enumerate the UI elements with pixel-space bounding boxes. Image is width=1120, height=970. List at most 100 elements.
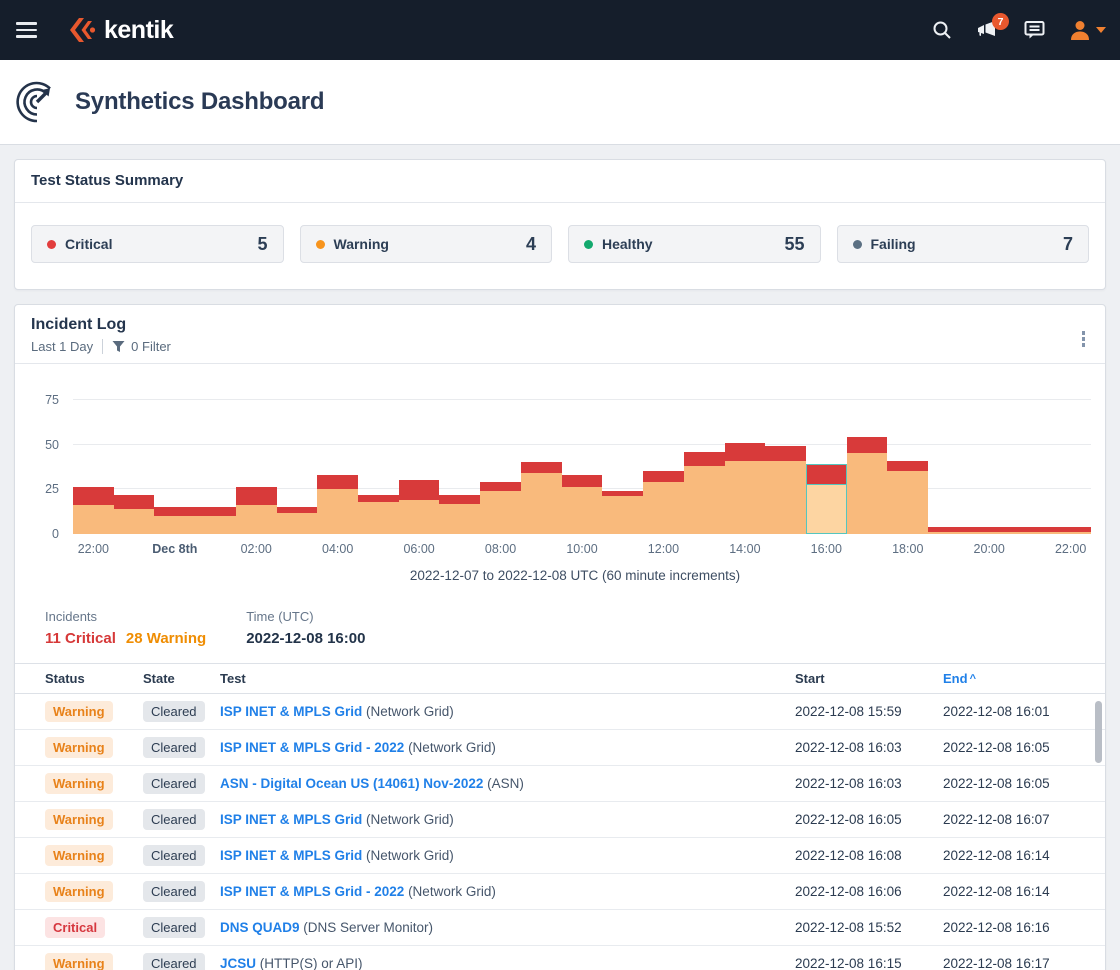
- test-link[interactable]: ISP INET & MPLS Grid - 2022: [220, 740, 404, 755]
- critical-segment: [643, 471, 684, 482]
- status-tile-warning[interactable]: Warning4: [300, 225, 553, 263]
- chart-bar[interactable]: [887, 461, 928, 534]
- chart-bar[interactable]: [1010, 527, 1051, 534]
- test-link[interactable]: ISP INET & MPLS Grid: [220, 704, 362, 719]
- chart-bar[interactable]: [643, 471, 684, 534]
- status-dot-icon: [853, 240, 862, 249]
- table-scrollbar-thumb[interactable]: [1095, 701, 1102, 763]
- test-link[interactable]: ISP INET & MPLS Grid: [220, 812, 362, 827]
- warning-segment: [887, 471, 928, 534]
- start-time: 2022-12-08 16:06: [795, 884, 943, 899]
- start-time: 2022-12-08 16:05: [795, 812, 943, 827]
- critical-segment: [562, 475, 603, 488]
- critical-segment: [684, 452, 725, 466]
- chart-bar[interactable]: [1050, 527, 1091, 534]
- chart-bar[interactable]: [277, 507, 318, 534]
- avatar: [1069, 19, 1091, 41]
- chart-bar[interactable]: [969, 527, 1010, 534]
- kentik-chevron-icon: [66, 16, 96, 44]
- search-icon[interactable]: [932, 20, 952, 40]
- end-time: 2022-12-08 16:01: [943, 704, 1089, 719]
- chart-bar[interactable]: [399, 480, 440, 534]
- table-row[interactable]: WarningClearedISP INET & MPLS Grid (Netw…: [15, 838, 1105, 874]
- column-header-start[interactable]: Start: [795, 671, 943, 686]
- table-row[interactable]: WarningClearedISP INET & MPLS Grid (Netw…: [15, 694, 1105, 730]
- sort-asc-icon: ^: [970, 673, 976, 685]
- chart-bar[interactable]: [195, 507, 236, 534]
- filter-button[interactable]: 0 Filter: [112, 339, 171, 354]
- incidents-label: Incidents: [45, 609, 206, 624]
- card-options-icon[interactable]: [1078, 327, 1090, 351]
- user-menu[interactable]: [1069, 19, 1106, 41]
- test-type: (Network Grid): [362, 848, 454, 863]
- notifications-icon[interactable]: 7: [976, 20, 1000, 40]
- status-tile-failing[interactable]: Failing7: [837, 225, 1090, 263]
- table-row[interactable]: WarningClearedJCSU (HTTP(S) or API)2022-…: [15, 946, 1105, 970]
- chart-bar[interactable]: [847, 437, 888, 534]
- column-header-state[interactable]: State: [143, 671, 220, 686]
- chart-bar[interactable]: [602, 491, 643, 534]
- chart-bar-selected[interactable]: [806, 464, 847, 534]
- state-badge: Cleared: [143, 773, 205, 794]
- status-badge: Warning: [45, 809, 113, 830]
- time-utc-label: Time (UTC): [246, 609, 386, 624]
- table-row[interactable]: WarningClearedASN - Digital Ocean US (14…: [15, 766, 1105, 802]
- synthetics-dashboard-icon: [14, 79, 60, 125]
- page-title: Synthetics Dashboard: [75, 88, 324, 116]
- chart-bar[interactable]: [684, 452, 725, 534]
- column-header-status[interactable]: Status: [45, 671, 143, 686]
- chart-bar[interactable]: [725, 443, 766, 534]
- chart-bar[interactable]: [358, 495, 399, 534]
- status-tile-critical[interactable]: Critical5: [31, 225, 284, 263]
- chart-bar[interactable]: [236, 487, 277, 534]
- x-tick-label: 02:00: [241, 542, 272, 556]
- status-tile-label: Failing: [871, 236, 916, 252]
- x-tick-label: 20:00: [974, 542, 1005, 556]
- incident-log-header: Incident Log Last 1 Day 0 Filter: [15, 305, 1105, 364]
- critical-segment: [154, 507, 195, 516]
- selected-time-value: 2022-12-08 16:00: [246, 630, 386, 647]
- table-row[interactable]: CriticalClearedDNS QUAD9 (DNS Server Mon…: [15, 910, 1105, 946]
- chart-bar[interactable]: [765, 446, 806, 534]
- test-link[interactable]: DNS QUAD9: [220, 920, 300, 935]
- kentik-logo[interactable]: kentik: [66, 16, 173, 45]
- time-range-label[interactable]: Last 1 Day: [31, 339, 93, 354]
- test-link[interactable]: ISP INET & MPLS Grid - 2022: [220, 884, 404, 899]
- menu-icon[interactable]: [14, 13, 48, 47]
- test-type: (ASN): [483, 776, 524, 791]
- chart-bar[interactable]: [480, 482, 521, 534]
- warning-segment: [73, 505, 114, 534]
- chat-icon[interactable]: [1024, 20, 1045, 40]
- chart-bar[interactable]: [928, 527, 969, 534]
- status-tile-healthy[interactable]: Healthy55: [568, 225, 821, 263]
- chart-bar[interactable]: [562, 475, 603, 534]
- table-row[interactable]: WarningClearedISP INET & MPLS Grid - 202…: [15, 874, 1105, 910]
- status-badge: Warning: [45, 701, 113, 722]
- warning-segment: [480, 491, 521, 534]
- chart-bar[interactable]: [114, 495, 155, 534]
- column-header-end[interactable]: End^: [943, 671, 1089, 686]
- divider: [102, 339, 103, 354]
- warning-segment: [1010, 532, 1051, 534]
- status-badge: Warning: [45, 737, 113, 758]
- test-link[interactable]: ASN - Digital Ocean US (14061) Nov-2022: [220, 776, 483, 791]
- table-row[interactable]: WarningClearedISP INET & MPLS Grid (Netw…: [15, 802, 1105, 838]
- x-tick-label: 14:00: [729, 542, 760, 556]
- test-link[interactable]: JCSU: [220, 956, 256, 970]
- column-header-test[interactable]: Test: [220, 671, 795, 686]
- x-tick-label: 18:00: [892, 542, 923, 556]
- test-link[interactable]: ISP INET & MPLS Grid: [220, 848, 362, 863]
- critical-segment: [114, 495, 155, 509]
- chart-bar[interactable]: [521, 462, 562, 534]
- table-row[interactable]: WarningClearedISP INET & MPLS Grid - 202…: [15, 730, 1105, 766]
- warning-segment: [439, 504, 480, 534]
- status-dot-icon: [47, 240, 56, 249]
- chart-bar[interactable]: [317, 475, 358, 534]
- chart-bar[interactable]: [154, 507, 195, 534]
- chart-bars: [73, 394, 1091, 534]
- table-scrollbar-track[interactable]: [1095, 697, 1102, 970]
- state-badge: Cleared: [143, 845, 205, 866]
- y-tick-label: 75: [45, 393, 59, 407]
- chart-bar[interactable]: [73, 487, 114, 534]
- chart-bar[interactable]: [439, 495, 480, 534]
